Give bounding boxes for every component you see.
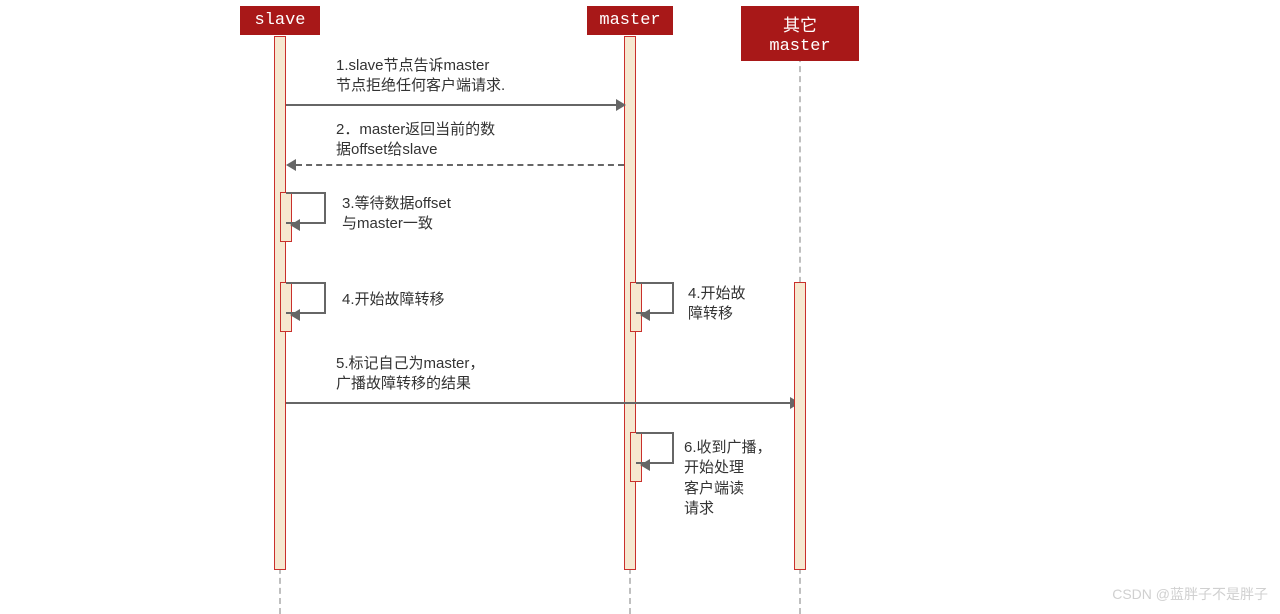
msg6-arrowhead xyxy=(640,459,650,471)
msg6-line4: 请求 xyxy=(684,500,714,517)
msg5-line2: 广播故障转移的结果 xyxy=(336,375,471,392)
msg4b-line1: 4.开始故 xyxy=(688,285,746,302)
msg5-arrow xyxy=(286,402,790,404)
msg4b-text: 4.开始故 障转移 xyxy=(688,284,746,325)
msg1-line2: 节点拒绝任何客户端请求. xyxy=(336,77,505,94)
activation-other xyxy=(794,282,806,570)
msg2-text: 2．master返回当前的数 据offset给slave xyxy=(336,120,495,161)
participant-other: 其它master xyxy=(741,6,859,61)
msg3-text: 3.等待数据offset 与master一致 xyxy=(342,194,451,235)
msg4b-line2: 障转移 xyxy=(688,305,733,322)
msg5-line1: 5.标记自己为master， xyxy=(336,355,484,372)
msg6-line2: 开始处理 xyxy=(684,459,744,476)
msg2-arrow xyxy=(296,164,624,166)
msg1-text: 1.slave节点告诉master 节点拒绝任何客户端请求. xyxy=(336,56,505,97)
watermark: CSDN @蓝胖子不是胖子 xyxy=(1112,584,1268,604)
participant-slave: slave xyxy=(240,6,320,35)
msg4a-line1: 4.开始故障转移 xyxy=(342,291,445,308)
msg6-line1: 6.收到广播， xyxy=(684,439,772,456)
participant-master: master xyxy=(587,6,673,35)
msg4b-arrowhead xyxy=(640,309,650,321)
msg3-line2: 与master一致 xyxy=(342,215,433,232)
sequence-diagram: 1.slave节点告诉master 节点拒绝任何客户端请求. 2．master返… xyxy=(0,0,1280,614)
msg1-arrowhead xyxy=(616,99,626,111)
participant-other-label: 其它master xyxy=(769,18,830,56)
msg6-text: 6.收到广播， 开始处理 客户端读 请求 xyxy=(684,438,772,519)
msg4a-text: 4.开始故障转移 xyxy=(342,290,445,310)
msg6-line3: 客户端读 xyxy=(684,480,744,497)
msg2-line1: 2．master返回当前的数 xyxy=(336,121,495,138)
msg3-line1: 3.等待数据offset xyxy=(342,195,451,212)
msg5-text: 5.标记自己为master， 广播故障转移的结果 xyxy=(336,354,484,395)
msg1-arrow xyxy=(286,104,616,106)
msg2-arrowhead xyxy=(286,159,296,171)
participant-slave-label: slave xyxy=(254,11,305,30)
participant-master-label: master xyxy=(599,11,660,30)
msg3-arrowhead xyxy=(290,219,300,231)
msg1-line1: 1.slave节点告诉master xyxy=(336,57,489,74)
msg4a-arrowhead xyxy=(290,309,300,321)
msg2-line2: 据offset给slave xyxy=(336,141,437,158)
